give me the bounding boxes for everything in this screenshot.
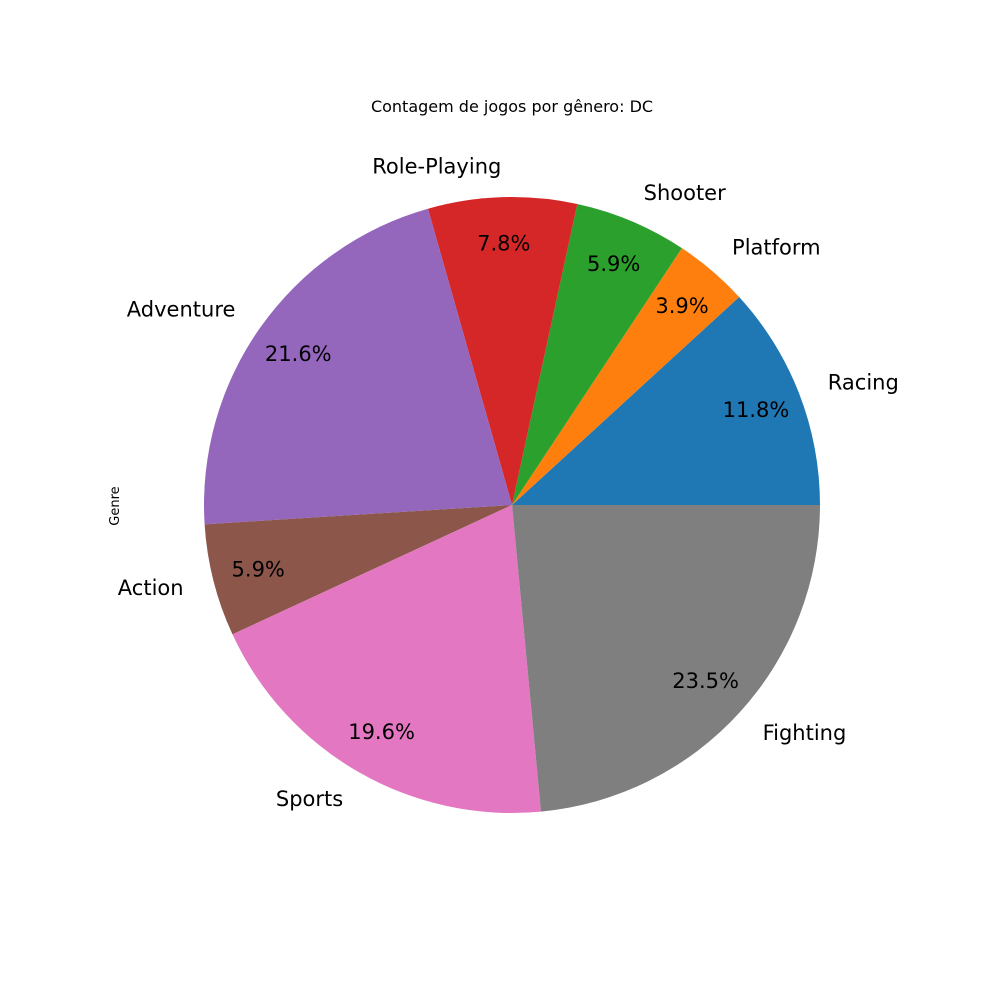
pie-slice-role-playing [427,197,578,506]
pie-labels: Racing 11.8% Platform 3.9% Shooter 5.9% Role-P… [118,154,899,810]
pie-slice-sports [232,505,541,813]
slice-label-fighting: Fighting [763,721,847,745]
pie-slice-action [204,505,512,635]
y-axis-label: Genre [108,486,123,525]
pie-slices [204,197,820,813]
slice-percent-fighting: 23.5% [672,669,739,693]
slice-percent-sports: 19.6% [348,720,415,744]
slice-label-adventure: Adventure [127,297,236,321]
pie-slice-fighting [512,505,820,812]
pie-slice-racing [512,296,820,505]
slice-label-racing: Racing [828,370,899,394]
slice-label-platform: Platform [732,235,821,259]
chart-title: Contagem de jogos por gênero: DC [371,97,653,116]
slice-label-role-playing: Role-Playing [372,154,501,178]
slice-percent-adventure: 21.6% [265,342,332,366]
slice-label-shooter: Shooter [644,181,726,205]
pie-slice-shooter [512,204,682,506]
slice-label-action: Action [118,576,184,600]
pie-slice-adventure [204,208,512,525]
pie-slice-platform [512,248,740,506]
slice-percent-racing: 11.8% [723,398,790,422]
slice-percent-platform: 3.9% [655,294,708,318]
slice-percent-action: 5.9% [232,557,285,581]
slice-percent-role-playing: 7.8% [477,231,530,255]
slice-percent-shooter: 5.9% [587,252,640,276]
slice-label-sports: Sports [276,787,343,811]
